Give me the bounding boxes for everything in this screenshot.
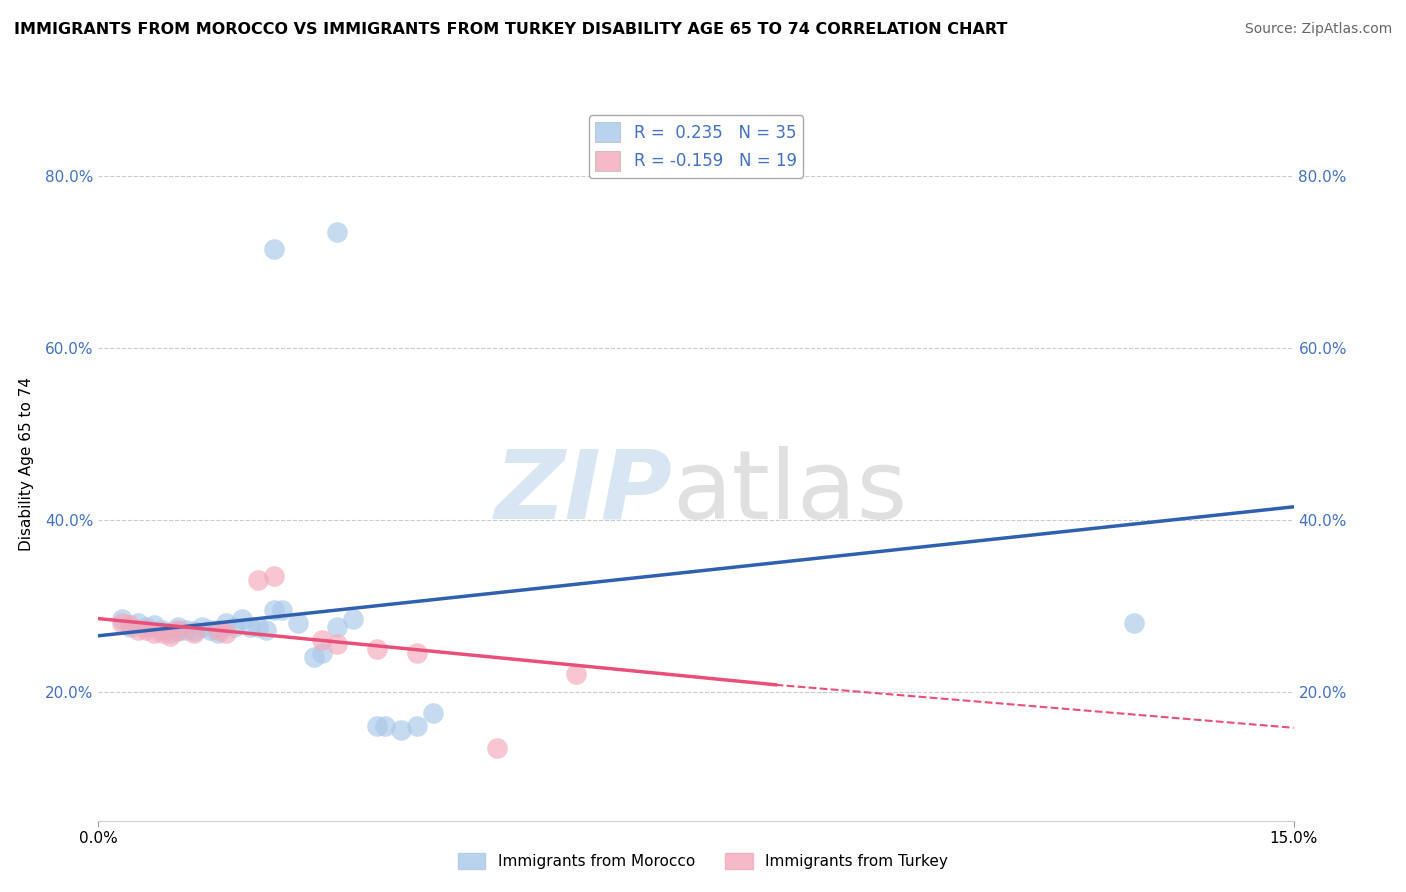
Point: [326, 225, 349, 239]
Point: [135, 623, 157, 637]
Point: [422, 706, 444, 721]
Point: [406, 719, 429, 733]
Point: [143, 617, 166, 632]
Point: [111, 615, 134, 630]
Legend: R =  0.235   N = 35, R = -0.159   N = 19: R = 0.235 N = 35, R = -0.159 N = 19: [589, 115, 803, 178]
Point: [1123, 615, 1146, 630]
Text: Source: ZipAtlas.com: Source: ZipAtlas.com: [1244, 22, 1392, 37]
Point: [302, 650, 325, 665]
Point: [311, 633, 333, 648]
Point: [222, 620, 245, 634]
Point: [254, 623, 277, 637]
Text: atlas: atlas: [672, 446, 907, 539]
Point: [111, 611, 134, 625]
Point: [135, 620, 157, 634]
Y-axis label: Disability Age 65 to 74: Disability Age 65 to 74: [18, 376, 34, 551]
Point: [198, 623, 221, 637]
Point: [207, 623, 229, 637]
Point: [174, 623, 197, 637]
Text: IMMIGRANTS FROM MOROCCO VS IMMIGRANTS FROM TURKEY DISABILITY AGE 65 TO 74 CORREL: IMMIGRANTS FROM MOROCCO VS IMMIGRANTS FR…: [14, 22, 1008, 37]
Point: [231, 611, 253, 625]
Point: [406, 646, 429, 660]
Point: [143, 626, 166, 640]
Point: [565, 667, 588, 681]
Point: [326, 620, 349, 634]
Point: [311, 646, 333, 660]
Point: [263, 603, 285, 617]
Point: [167, 624, 190, 639]
Text: ZIP: ZIP: [494, 446, 672, 539]
Point: [150, 623, 173, 637]
Point: [389, 723, 412, 738]
Point: [485, 740, 508, 755]
Point: [366, 641, 388, 656]
Point: [246, 620, 269, 634]
Point: [215, 615, 238, 630]
Point: [159, 626, 181, 640]
Point: [207, 626, 229, 640]
Legend: Immigrants from Morocco, Immigrants from Turkey: Immigrants from Morocco, Immigrants from…: [451, 847, 955, 875]
Point: [120, 617, 142, 632]
Point: [342, 611, 364, 625]
Point: [167, 620, 190, 634]
Point: [263, 568, 285, 582]
Point: [127, 623, 149, 637]
Point: [167, 623, 190, 637]
Point: [270, 603, 292, 617]
Point: [366, 719, 388, 733]
Point: [191, 620, 214, 634]
Point: [183, 626, 205, 640]
Point: [374, 719, 396, 733]
Point: [239, 620, 262, 634]
Point: [263, 242, 285, 256]
Point: [183, 624, 205, 639]
Point: [287, 615, 309, 630]
Point: [150, 626, 173, 640]
Point: [215, 626, 238, 640]
Point: [246, 573, 269, 587]
Point: [120, 620, 142, 634]
Point: [326, 637, 349, 651]
Point: [127, 615, 149, 630]
Point: [159, 629, 181, 643]
